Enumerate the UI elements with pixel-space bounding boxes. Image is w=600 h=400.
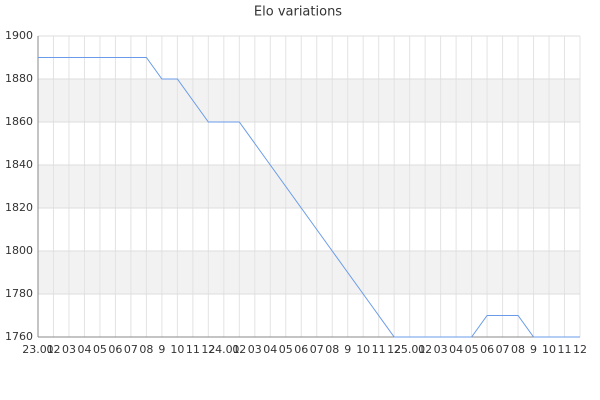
- x-tick-label: 11: [558, 343, 572, 356]
- y-tick-label: 1860: [5, 115, 33, 128]
- x-tick-label: 11: [372, 343, 386, 356]
- x-tick-label: 02: [46, 343, 60, 356]
- x-tick-label: 08: [325, 343, 339, 356]
- x-tick-label: 23.01: [22, 343, 54, 356]
- x-tick-label: 08: [511, 343, 525, 356]
- grid-band: [38, 79, 580, 122]
- x-tick-label: 03: [62, 343, 76, 356]
- grid-band: [38, 165, 580, 208]
- x-tick-label: 06: [108, 343, 122, 356]
- x-tick-label: 03: [434, 343, 448, 356]
- x-tick-label: 03: [248, 343, 262, 356]
- x-tick-label: 05: [465, 343, 479, 356]
- x-tick-label: 02: [232, 343, 246, 356]
- x-tick-label: 24.01: [208, 343, 240, 356]
- x-tick-label: 10: [170, 343, 184, 356]
- line: [38, 57, 580, 338]
- grid-band: [38, 251, 580, 294]
- x-tick-label: 04: [263, 343, 277, 356]
- x-tick-label: 10: [542, 343, 556, 356]
- y-tick-label: 1780: [5, 287, 33, 300]
- x-tick-label: 04: [77, 343, 91, 356]
- x-tick-label: 02: [418, 343, 432, 356]
- x-tick-label: 06: [294, 343, 308, 356]
- x-tick-label: 12: [387, 343, 401, 356]
- x-tick-label: 11: [186, 343, 200, 356]
- x-tick-label: 9: [158, 343, 165, 356]
- x-tick-label: 12: [201, 343, 215, 356]
- x-tick-label: 07: [124, 343, 138, 356]
- x-tick-label: 05: [279, 343, 293, 356]
- y-tick-label: 1800: [5, 244, 33, 257]
- x-tick-label: 12: [573, 343, 587, 356]
- x-tick-label: 08: [139, 343, 153, 356]
- y-tick-label: 1820: [5, 201, 33, 214]
- x-tick-label: 06: [480, 343, 494, 356]
- x-tick-label: 9: [344, 343, 351, 356]
- y-tick-label: 1880: [5, 72, 33, 85]
- x-tick-label: 07: [310, 343, 324, 356]
- y-tick-label: 1900: [5, 29, 33, 42]
- x-tick-label: 9: [530, 343, 537, 356]
- x-tick-label: 04: [449, 343, 463, 356]
- y-tick-label: 1840: [5, 158, 33, 171]
- x-tick-label: 05: [93, 343, 107, 356]
- x-tick-label: 25.01: [394, 343, 426, 356]
- y-tick-label: 1760: [5, 330, 33, 343]
- x-tick-label: 07: [496, 343, 510, 356]
- chart-title: Elo variations: [254, 5, 342, 20]
- x-tick-label: 10: [356, 343, 370, 356]
